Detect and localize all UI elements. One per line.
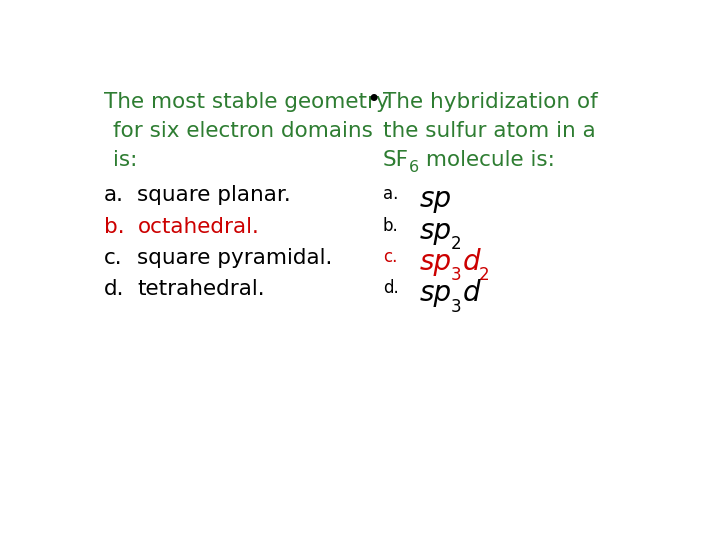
- Text: d.: d.: [383, 279, 399, 297]
- Text: the sulfur atom in a: the sulfur atom in a: [383, 121, 595, 141]
- Text: b.: b.: [383, 217, 399, 234]
- Text: d: d: [463, 279, 480, 307]
- Text: SF: SF: [383, 150, 409, 170]
- Text: square pyramidal.: square pyramidal.: [138, 248, 333, 268]
- Text: tetrahedral.: tetrahedral.: [138, 279, 265, 299]
- Text: octahedral.: octahedral.: [138, 217, 259, 237]
- Text: 2: 2: [478, 266, 489, 285]
- Text: 3: 3: [451, 266, 461, 285]
- Text: c.: c.: [104, 248, 122, 268]
- Text: square planar.: square planar.: [138, 185, 291, 205]
- Text: sp: sp: [419, 185, 451, 213]
- Text: 6: 6: [409, 160, 419, 176]
- Text: sp: sp: [419, 248, 451, 276]
- Text: d.: d.: [104, 279, 125, 299]
- Text: 2: 2: [451, 235, 461, 253]
- Text: b.: b.: [104, 217, 125, 237]
- Text: 3: 3: [451, 298, 461, 316]
- Text: for six electron domains: for six electron domains: [114, 121, 373, 141]
- Text: is:: is:: [114, 150, 138, 170]
- Text: c.: c.: [383, 248, 397, 266]
- Text: molecule is:: molecule is:: [419, 150, 555, 170]
- Text: •: •: [366, 87, 380, 112]
- Text: a.: a.: [104, 185, 124, 205]
- Text: The hybridization of: The hybridization of: [383, 92, 598, 112]
- Text: The most stable geometry: The most stable geometry: [104, 92, 389, 112]
- Text: a.: a.: [383, 185, 398, 204]
- Text: d: d: [463, 248, 480, 276]
- Text: sp: sp: [419, 279, 451, 307]
- Text: sp: sp: [419, 217, 451, 245]
